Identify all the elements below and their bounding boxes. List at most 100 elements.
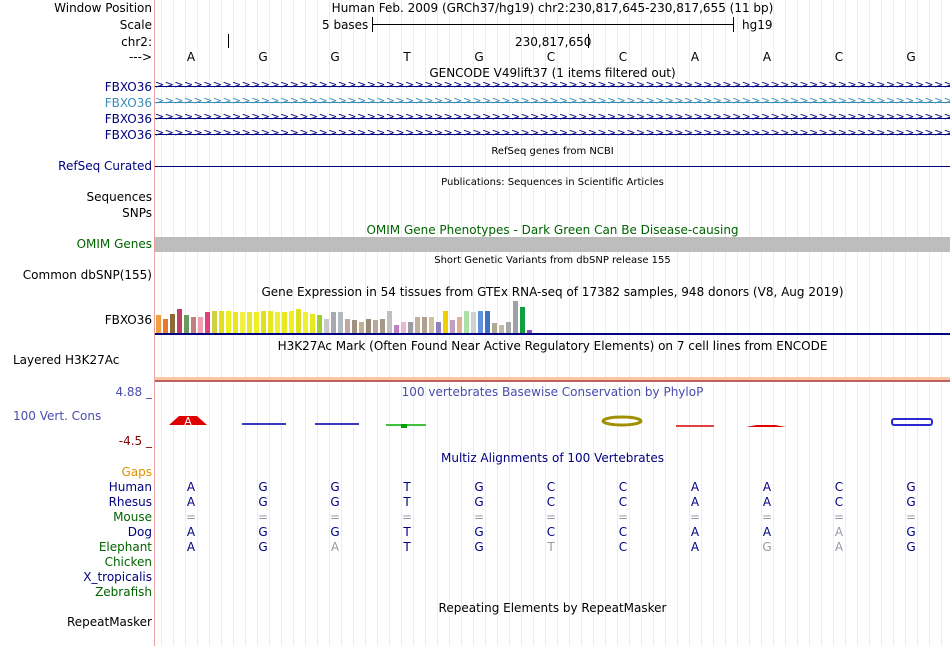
gtex-tissue-bar[interactable] bbox=[527, 330, 532, 333]
gtex-tissue-bar[interactable] bbox=[331, 312, 336, 333]
omim-track-title[interactable]: OMIM Gene Phenotypes - Dark Green Can Be… bbox=[366, 223, 739, 237]
gtex-tissue-bar[interactable] bbox=[485, 311, 490, 333]
gtex-tissue-bar[interactable] bbox=[191, 317, 196, 333]
gtex-tissue-bar[interactable] bbox=[282, 312, 287, 333]
refseq-gene-line[interactable] bbox=[155, 166, 950, 167]
gtex-tissue-bar[interactable] bbox=[478, 311, 483, 333]
gtex-tissue-bar[interactable] bbox=[415, 317, 420, 333]
gene-label-fbxo36-3[interactable]: FBXO36 bbox=[104, 112, 152, 126]
gtex-tissue-bar[interactable] bbox=[198, 317, 203, 333]
gtex-tissue-bar[interactable] bbox=[394, 325, 399, 333]
gene-label-fbxo36-1[interactable]: FBXO36 bbox=[104, 80, 152, 94]
repeatmasker-track-title[interactable]: Repeating Elements by RepeatMasker bbox=[438, 601, 667, 615]
gtex-tissue-bar[interactable] bbox=[471, 312, 476, 333]
gtex-tissue-bar[interactable] bbox=[275, 312, 280, 333]
gtex-tissue-bar[interactable] bbox=[317, 315, 322, 333]
gtex-tissue-bar[interactable] bbox=[429, 317, 434, 333]
gencode-transcript-3[interactable]: >>>>>>>>>>>>>>>>>>>>>>>>>>>>>>>>>>>>>>>>… bbox=[155, 114, 950, 124]
gtex-tissue-bar[interactable] bbox=[289, 311, 294, 333]
gencode-transcript-4[interactable]: >>>>>>>>>>>>>>>>>>>>>>>>>>>>>>>>>>>>>>>>… bbox=[155, 130, 950, 140]
gtex-tissue-bar[interactable] bbox=[219, 311, 224, 333]
dbsnp-track-title[interactable]: Short Genetic Variants from dbSNP releas… bbox=[434, 255, 671, 266]
alignment-base: = bbox=[833, 510, 845, 524]
common-dbsnp-label[interactable]: Common dbSNP(155) bbox=[22, 268, 152, 282]
gtex-tissue-bar[interactable] bbox=[366, 319, 371, 333]
phylop-track-title[interactable]: 100 vertebrates Basewise Conservation by… bbox=[401, 385, 704, 399]
gtex-tissue-bar[interactable] bbox=[401, 322, 406, 333]
gtex-tissue-bar[interactable] bbox=[205, 312, 210, 333]
gtex-tissue-bar[interactable] bbox=[184, 315, 189, 333]
gtex-tissue-bar[interactable] bbox=[380, 319, 385, 333]
gtex-tissue-bar[interactable] bbox=[499, 325, 504, 333]
gridline bbox=[905, 0, 906, 646]
gtex-tissue-bar[interactable] bbox=[233, 312, 238, 333]
gtex-tissue-bar[interactable] bbox=[443, 311, 448, 333]
gtex-tissue-bar[interactable] bbox=[373, 320, 378, 333]
gridline bbox=[497, 0, 498, 646]
species-label-human: Human bbox=[108, 480, 152, 494]
gtex-tissue-bar[interactable] bbox=[436, 322, 441, 333]
gtex-tissue-bar[interactable] bbox=[352, 320, 357, 333]
gtex-tissue-bar[interactable] bbox=[422, 317, 427, 333]
gtex-tissue-bar[interactable] bbox=[247, 312, 252, 333]
gtex-tissue-bar[interactable] bbox=[520, 307, 525, 333]
scale-bar bbox=[372, 24, 733, 25]
gtex-tissue-bar[interactable] bbox=[226, 311, 231, 333]
gtex-tissue-bar[interactable] bbox=[464, 311, 469, 333]
gtex-tissue-bar[interactable] bbox=[345, 319, 350, 333]
snps-label[interactable]: SNPs bbox=[122, 206, 152, 220]
gene-label-fbxo36-2[interactable]: FBXO36 bbox=[104, 96, 152, 110]
phylop-max-label: 4.88 _ bbox=[115, 385, 152, 399]
gtex-tissue-bar[interactable] bbox=[240, 312, 245, 333]
refseq-track-title[interactable]: RefSeq genes from NCBI bbox=[491, 146, 614, 157]
gtex-tissue-bar[interactable] bbox=[310, 314, 315, 333]
gtex-tissue-bar[interactable] bbox=[163, 319, 168, 333]
gtex-tissue-bar[interactable] bbox=[506, 322, 511, 333]
gencode-transcript-1[interactable]: >>>>>>>>>>>>>>>>>>>>>>>>>>>>>>>>>>>>>>>>… bbox=[155, 82, 950, 92]
gtex-tissue-bar[interactable] bbox=[338, 312, 343, 333]
genome-browser-canvas[interactable]: Human Feb. 2009 (GRCh37/hg19) chr2:230,8… bbox=[155, 0, 950, 646]
gtex-tissue-bar[interactable] bbox=[177, 309, 182, 333]
sequences-label[interactable]: Sequences bbox=[86, 190, 152, 204]
alignment-base: A bbox=[690, 525, 700, 539]
gridline bbox=[725, 0, 726, 646]
gridline bbox=[845, 0, 846, 646]
gtex-tissue-bar[interactable] bbox=[492, 323, 497, 333]
gtex-tissue-bar[interactable] bbox=[156, 315, 161, 333]
gtex-tissue-bar[interactable] bbox=[408, 322, 413, 333]
h3k27ac-track-title[interactable]: H3K27Ac Mark (Often Found Near Active Re… bbox=[277, 339, 828, 353]
refseq-curated-label[interactable]: RefSeq Curated bbox=[58, 159, 152, 173]
gtex-tissue-bar[interactable] bbox=[296, 309, 301, 333]
gtex-tissue-bar[interactable] bbox=[170, 314, 175, 333]
gtex-tissue-bar[interactable] bbox=[450, 320, 455, 333]
gtex-expression-bars[interactable] bbox=[156, 298, 536, 333]
omim-genes-label[interactable]: OMIM Genes bbox=[76, 237, 152, 251]
gtex-gene-label[interactable]: FBXO36 bbox=[104, 313, 152, 327]
omim-gene-bar[interactable] bbox=[155, 237, 950, 252]
gtex-tissue-bar[interactable] bbox=[268, 311, 273, 333]
gtex-tissue-bar[interactable] bbox=[513, 301, 518, 333]
gtex-tissue-bar[interactable] bbox=[324, 319, 329, 333]
gtex-tissue-bar[interactable] bbox=[303, 312, 308, 333]
gtex-tissue-bar[interactable] bbox=[387, 311, 392, 333]
ruler-tick bbox=[588, 34, 589, 48]
gencode-track-title[interactable]: GENCODE V49lift37 (1 items filtered out) bbox=[429, 66, 676, 80]
gaps-label: Gaps bbox=[121, 465, 152, 479]
publications-track-title[interactable]: Publications: Sequences in Scientific Ar… bbox=[441, 177, 664, 188]
layered-h3k27ac-label[interactable]: Layered H3K27Ac bbox=[13, 353, 120, 367]
gtex-tissue-bar[interactable] bbox=[254, 312, 259, 333]
phylop-track-label[interactable]: 100 Vert. Cons bbox=[13, 409, 102, 423]
multiz-track-title[interactable]: Multiz Alignments of 100 Vertebrates bbox=[440, 451, 665, 465]
gtex-tissue-bar[interactable] bbox=[457, 317, 462, 333]
gtex-tissue-bar[interactable] bbox=[359, 322, 364, 333]
gtex-tissue-bar[interactable] bbox=[261, 311, 266, 333]
repeatmasker-label[interactable]: RepeatMasker bbox=[66, 615, 152, 629]
gencode-transcript-2[interactable]: >>>>>>>>>>>>>>>>>>>>>>>>>>>>>>>>>>>>>>>>… bbox=[155, 98, 950, 108]
h3k27ac-signal[interactable] bbox=[155, 377, 950, 380]
gtex-track-title[interactable]: Gene Expression in 54 tissues from GTEx … bbox=[261, 285, 844, 299]
gtex-tissue-bar[interactable] bbox=[212, 311, 217, 333]
gridline bbox=[569, 0, 570, 646]
strand-arrows: >>>>>>>>>>>>>>>>>>>>>>>>>>>>>>>>>>>>>>>>… bbox=[155, 114, 950, 123]
gene-label-fbxo36-4[interactable]: FBXO36 bbox=[104, 128, 152, 142]
phylop-logo-area[interactable]: A bbox=[155, 405, 950, 435]
